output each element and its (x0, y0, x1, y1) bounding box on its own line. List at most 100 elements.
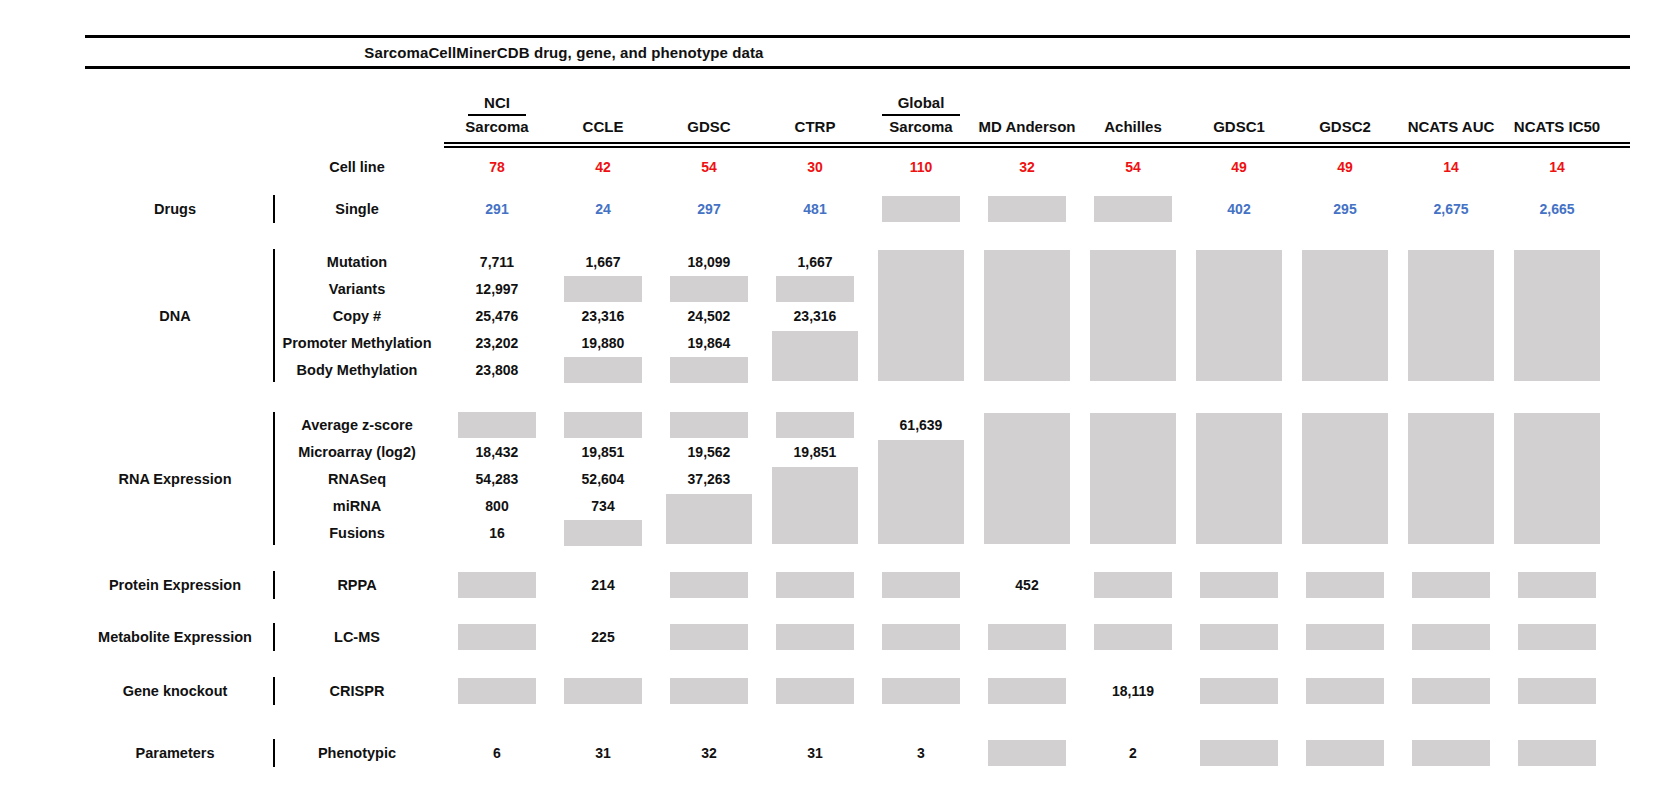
no-data-box-tall (1302, 250, 1388, 381)
no-data-cell (1292, 570, 1398, 600)
no-data-cell (1504, 622, 1610, 652)
column-header-ncats-ic50: NCATS IC50 (1504, 86, 1610, 138)
no-data-cell (974, 738, 1080, 768)
category-label-drugs: Drugs (80, 201, 270, 217)
no-data-box (776, 276, 854, 302)
data-cell: 23,316 (550, 302, 656, 329)
data-cell: 31 (550, 738, 656, 768)
no-data-cell (550, 519, 656, 546)
data-cell: 19,851 (762, 438, 868, 465)
no-data-box (670, 678, 748, 704)
data-cell: 16 (444, 519, 550, 546)
category-label-dna: DNA (80, 308, 270, 324)
column-label: CCLE (583, 116, 624, 138)
no-data-cell (550, 356, 656, 383)
no-data-box (1200, 678, 1278, 704)
section-rna-expression: RNA ExpressionAverage z-score61,639Micro… (0, 411, 1669, 546)
data-cell: 52,604 (550, 465, 656, 492)
no-data-cell (762, 622, 868, 652)
no-data-box (1306, 572, 1384, 598)
section-drugs: DrugsSingle291242974814022952,6752,665 (0, 194, 1669, 224)
no-data-box (1094, 624, 1172, 650)
data-cell: 14 (1504, 152, 1610, 182)
no-data-box (1518, 624, 1596, 650)
section-parameters: ParametersPhenotypic631323132 (0, 738, 1669, 768)
row-label-fusions: Fusions (270, 519, 444, 546)
data-cell: 18,119 (1080, 676, 1186, 706)
figure-title: SarcomaCellMinerCDB drug, gene, and phen… (85, 38, 1043, 66)
no-data-cell (1186, 570, 1292, 600)
no-data-box (882, 572, 960, 598)
no-data-cell (1186, 622, 1292, 652)
no-data-cell (1292, 622, 1398, 652)
no-data-box-tall (984, 413, 1070, 544)
no-data-cell (656, 570, 762, 600)
no-data-box-tall (1514, 250, 1600, 381)
no-data-cell (762, 411, 868, 438)
data-cell: 18,099 (656, 248, 762, 275)
row-label-promoter-methylation: Promoter Methylation (270, 329, 444, 356)
no-data-cell (444, 676, 550, 706)
section-grid: Protein ExpressionRPPA214452 (0, 570, 1669, 600)
no-data-cell (974, 676, 1080, 706)
column-header-achilles: Achilles (1080, 86, 1186, 138)
data-cell: 49 (1292, 152, 1398, 182)
row-label-body-methylation: Body Methylation (270, 356, 444, 383)
data-cell: 481 (762, 194, 868, 224)
no-data-box (458, 624, 536, 650)
column-group-label: Global (882, 92, 961, 116)
row-label-mutation: Mutation (270, 248, 444, 275)
column-header-nci-sarcoma: NCISarcoma (444, 86, 550, 138)
data-cell: 37,263 (656, 465, 762, 492)
no-data-cell (1080, 570, 1186, 600)
title-band: SarcomaCellMinerCDB drug, gene, and phen… (85, 35, 1630, 69)
no-data-box (988, 196, 1066, 222)
data-cell: 291 (444, 194, 550, 224)
no-data-box (670, 357, 748, 383)
header-double-rule (444, 142, 1630, 148)
data-cell: 30 (762, 152, 868, 182)
data-cell: 225 (550, 622, 656, 652)
section-grid: Metabolite ExpressionLC-MS 225 (0, 622, 1669, 652)
section-grid: ParametersPhenotypic631323132 (0, 738, 1669, 768)
data-cell: 1,667 (550, 248, 656, 275)
no-data-cell (550, 411, 656, 438)
data-cell: 214 (550, 570, 656, 600)
header-row: NCISarcomaCCLEGDSCCTRPGlobalSarcomaMD An… (0, 86, 1669, 138)
no-data-box (1306, 678, 1384, 704)
data-cell: 19,851 (550, 438, 656, 465)
category-label-protein-expression: Protein Expression (80, 577, 270, 593)
no-data-box (988, 624, 1066, 650)
column-label: GDSC2 (1319, 116, 1371, 138)
section-grid: Gene knockoutCRISPR18,119 (0, 676, 1669, 706)
row-label-lc-ms: LC-MS (270, 622, 444, 652)
no-data-box (564, 412, 642, 438)
data-cell: 1,667 (762, 248, 868, 275)
no-data-box (670, 412, 748, 438)
data-cell: 61,639 (868, 411, 974, 438)
no-data-cell (1292, 676, 1398, 706)
data-cell: 25,476 (444, 302, 550, 329)
no-data-box (1306, 740, 1384, 766)
no-data-cell (868, 676, 974, 706)
no-data-box (776, 572, 854, 598)
no-data-box (1200, 624, 1278, 650)
no-data-cell (762, 676, 868, 706)
no-data-box (776, 412, 854, 438)
data-cell: 452 (974, 570, 1080, 600)
category-label-metabolite-expression: Metabolite Expression (80, 629, 270, 645)
section-protein-expression: Protein ExpressionRPPA214452 (0, 570, 1669, 600)
column-group-label: NCI (468, 92, 526, 116)
data-cell: 18,432 (444, 438, 550, 465)
no-data-cell (1504, 738, 1610, 768)
no-data-box (564, 520, 642, 546)
section-dna: DNAMutation7,7111,66718,0991,667Variants… (0, 248, 1669, 383)
data-cell: 402 (1186, 194, 1292, 224)
no-data-box-tall (878, 440, 964, 544)
column-label: NCATS IC50 (1514, 116, 1600, 138)
column-header-global-sarcoma: GlobalSarcoma (868, 86, 974, 138)
section-divider-bar (273, 249, 275, 382)
no-data-box-tall (1302, 413, 1388, 544)
no-data-box-tall (1514, 413, 1600, 544)
no-data-cell (1292, 738, 1398, 768)
